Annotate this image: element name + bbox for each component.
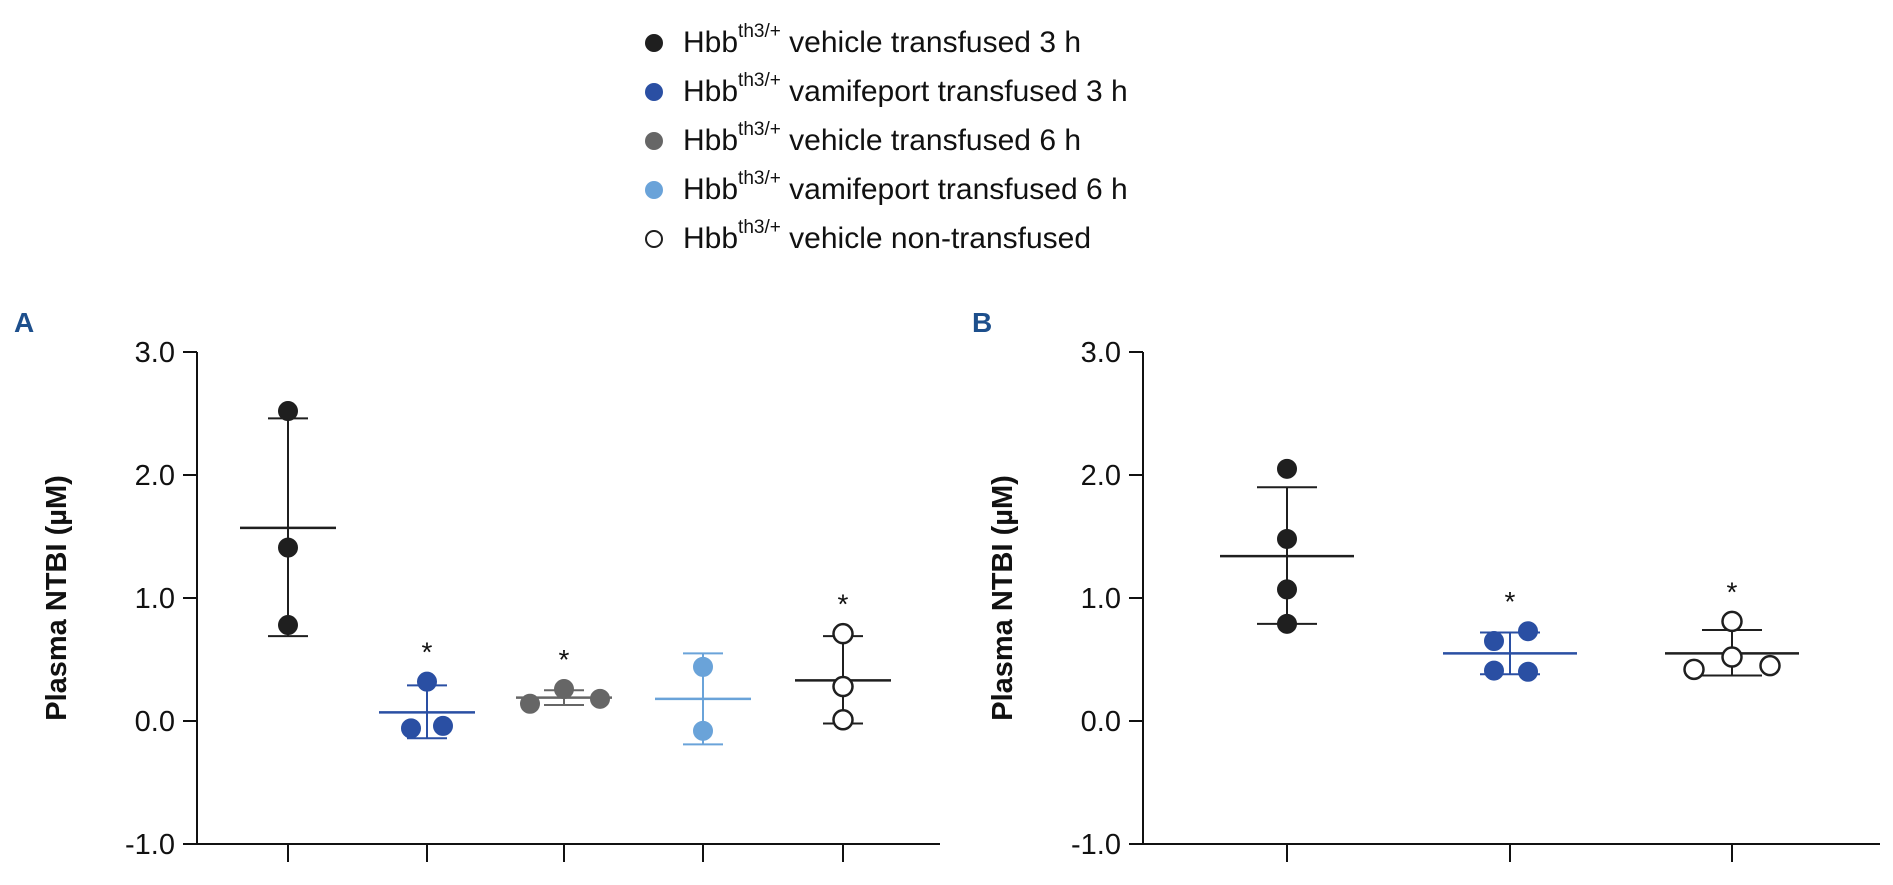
significance-marker: * [838, 589, 849, 620]
significance-marker: * [422, 637, 433, 668]
data-point [1759, 654, 1781, 677]
legend-label: Hbbth3/+ vehicle transfused 6 h [683, 119, 1082, 157]
data-point [417, 671, 437, 692]
legend-item: Hbbth3/+ vamifeport transfused 3 h [645, 67, 1128, 116]
panel-label: B [972, 307, 992, 338]
y-tick-label: 2.0 [135, 460, 175, 492]
legend-label: Hbbth3/+ vehicle non-transfused [683, 217, 1092, 255]
data-point [433, 715, 453, 736]
data-point [1721, 610, 1743, 633]
y-axis-label: Plasma NTBI (µM) [987, 475, 1019, 721]
data-point [693, 656, 713, 677]
y-tick-label: 0.0 [1081, 706, 1121, 738]
data-point [832, 622, 854, 645]
data-point [520, 693, 540, 714]
y-tick-label: 1.0 [135, 583, 175, 615]
significance-marker: * [1505, 586, 1516, 617]
data-point [590, 688, 610, 709]
data-point [1484, 631, 1504, 652]
data-point [693, 720, 713, 741]
legend-item: Hbbth3/+ vehicle transfused 6 h [645, 116, 1128, 165]
y-axis-label: Plasma NTBI (µM) [41, 475, 73, 721]
data-point [1277, 458, 1297, 479]
y-tick-label: 0.0 [135, 706, 175, 738]
legend-marker [645, 180, 663, 199]
data-point [1683, 658, 1705, 681]
data-point [832, 675, 854, 698]
data-point [278, 537, 298, 558]
y-tick-label: 3.0 [1081, 337, 1121, 369]
data-point [832, 709, 854, 731]
legend-label: Hbbth3/+ vamifeport transfused 3 h [683, 70, 1128, 108]
data-point [1518, 621, 1538, 642]
y-tick-label: -1.0 [125, 829, 175, 861]
data-point [278, 615, 298, 636]
data-point [1277, 528, 1297, 549]
data-point [1277, 613, 1297, 634]
data-point [278, 401, 298, 422]
legend: Hbbth3/+ vehicle transfused 3 h Hbbth3/+ … [645, 18, 1128, 263]
data-point [1721, 646, 1743, 668]
legend-marker [645, 229, 663, 248]
legend-label: Hbbth3/+ vamifeport transfused 6 h [683, 168, 1128, 206]
data-point [1518, 661, 1538, 682]
y-tick-label: -1.0 [1071, 829, 1121, 861]
significance-marker: * [559, 644, 570, 675]
legend-marker [645, 82, 663, 101]
legend-item: Hbbth3/+ vamifeport transfused 6 h [645, 165, 1128, 214]
legend-item: Hbbth3/+ vehicle non-transfused [645, 214, 1128, 263]
y-tick-label: 1.0 [1081, 583, 1121, 615]
data-point [1277, 579, 1297, 600]
significance-marker: * [1727, 576, 1738, 607]
legend-label: Hbbth3/+ vehicle transfused 3 h [683, 21, 1082, 59]
data-point [554, 679, 574, 700]
legend-marker [645, 131, 663, 150]
data-point [401, 718, 421, 739]
legend-marker [645, 33, 663, 52]
panel-label: A [14, 307, 34, 338]
y-tick-label: 3.0 [135, 337, 175, 369]
y-tick-label: 2.0 [1081, 460, 1121, 492]
data-point [1484, 660, 1504, 681]
legend-item: Hbbth3/+ vehicle transfused 3 h [645, 18, 1128, 67]
